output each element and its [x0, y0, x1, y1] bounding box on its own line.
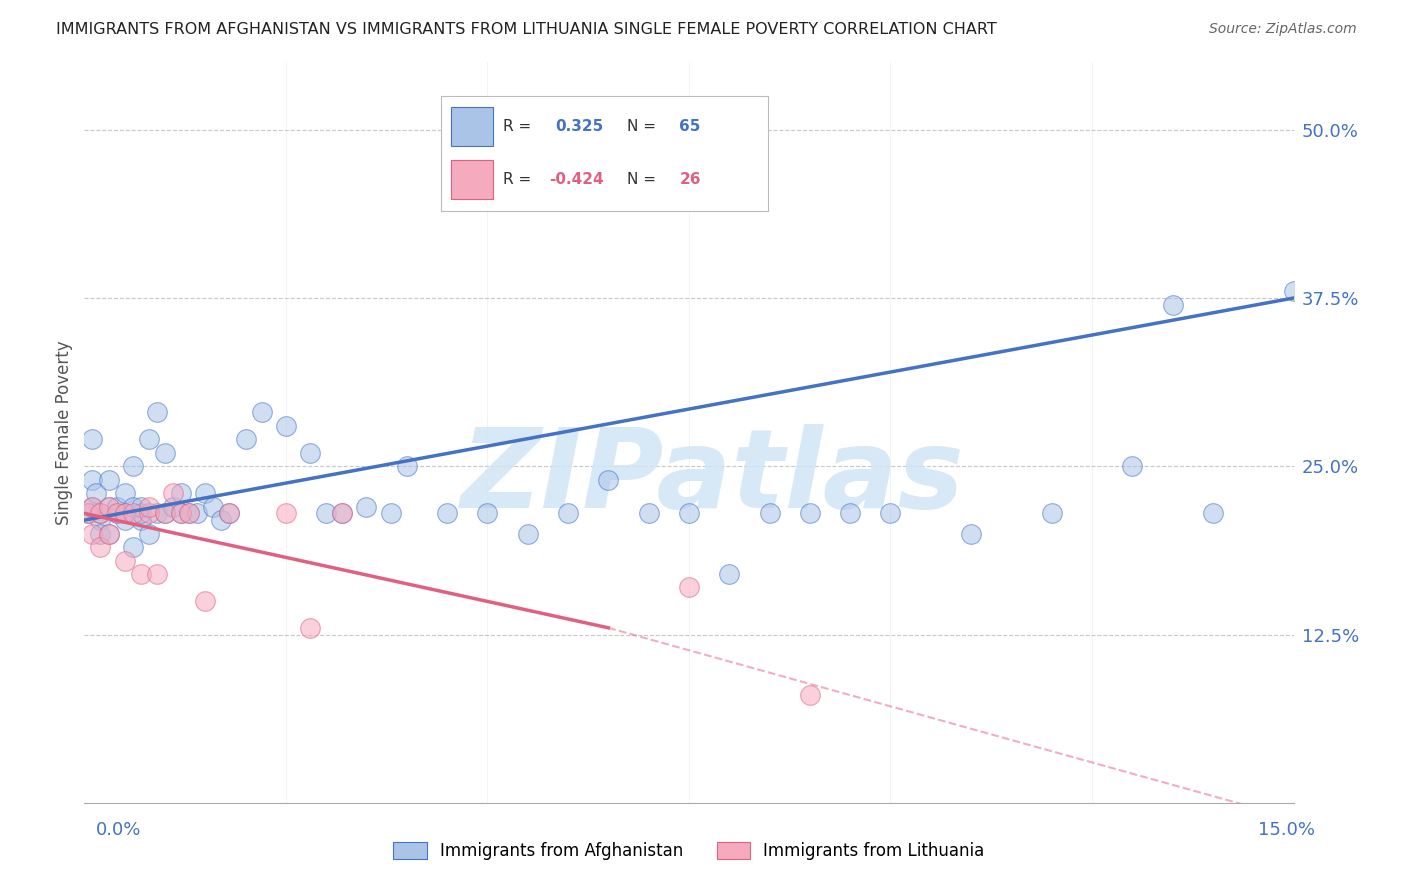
- Point: [718, 566, 741, 581]
- Point: [77, 507, 100, 521]
- Point: [477, 507, 499, 521]
- Point: [97, 473, 120, 487]
- Point: [758, 507, 780, 521]
- Point: [194, 594, 217, 608]
- Point: [209, 513, 232, 527]
- Point: [678, 581, 700, 595]
- Point: [1282, 285, 1305, 299]
- Point: [179, 507, 201, 521]
- Point: [202, 500, 225, 514]
- Point: [162, 486, 184, 500]
- Point: [153, 507, 176, 521]
- Point: [839, 507, 862, 521]
- Text: 0.0%: 0.0%: [96, 821, 141, 838]
- Point: [1202, 507, 1225, 521]
- Point: [153, 446, 176, 460]
- Point: [114, 553, 136, 567]
- Text: IMMIGRANTS FROM AFGHANISTAN VS IMMIGRANTS FROM LITHUANIA SINGLE FEMALE POVERTY C: IMMIGRANTS FROM AFGHANISTAN VS IMMIGRANT…: [56, 22, 997, 37]
- Point: [138, 500, 160, 514]
- Point: [89, 507, 111, 521]
- Point: [97, 526, 120, 541]
- Point: [799, 507, 821, 521]
- Point: [153, 507, 176, 521]
- Point: [121, 507, 143, 521]
- Point: [89, 526, 111, 541]
- Point: [678, 507, 700, 521]
- Point: [1040, 507, 1063, 521]
- Point: [82, 473, 104, 487]
- Point: [186, 507, 208, 521]
- Point: [89, 513, 111, 527]
- Point: [637, 507, 659, 521]
- Point: [129, 507, 152, 521]
- Point: [77, 507, 100, 521]
- Point: [89, 507, 111, 521]
- Point: [218, 507, 240, 521]
- Point: [97, 500, 120, 514]
- Point: [89, 540, 111, 554]
- Point: [1121, 459, 1143, 474]
- Point: [114, 507, 136, 521]
- Point: [170, 507, 193, 521]
- Point: [274, 418, 297, 433]
- Point: [114, 507, 136, 521]
- Point: [121, 459, 143, 474]
- Point: [129, 513, 152, 527]
- Point: [179, 507, 201, 521]
- Point: [129, 500, 152, 514]
- Point: [146, 405, 169, 419]
- Point: [218, 507, 240, 521]
- Point: [82, 500, 104, 514]
- Point: [436, 507, 458, 521]
- Point: [235, 433, 257, 447]
- Point: [170, 486, 193, 500]
- Point: [557, 507, 579, 521]
- Point: [114, 486, 136, 500]
- Point: [315, 507, 337, 521]
- Point: [97, 500, 120, 514]
- Text: Source: ZipAtlas.com: Source: ZipAtlas.com: [1209, 22, 1357, 37]
- Point: [82, 433, 104, 447]
- Point: [97, 526, 120, 541]
- Point: [516, 526, 538, 541]
- Point: [170, 507, 193, 521]
- Point: [395, 459, 418, 474]
- Point: [114, 513, 136, 527]
- Legend: Immigrants from Afghanistan, Immigrants from Lithuania: Immigrants from Afghanistan, Immigrants …: [385, 834, 993, 869]
- Point: [82, 526, 104, 541]
- Point: [194, 486, 217, 500]
- Point: [146, 566, 169, 581]
- Point: [598, 473, 620, 487]
- Text: 15.0%: 15.0%: [1257, 821, 1315, 838]
- Point: [105, 507, 128, 521]
- Point: [299, 621, 322, 635]
- Point: [299, 446, 322, 460]
- Text: ZIPatlas: ZIPatlas: [461, 424, 965, 531]
- Point: [82, 500, 104, 514]
- Point: [138, 507, 160, 521]
- Point: [138, 526, 160, 541]
- Point: [799, 688, 821, 702]
- Point: [105, 507, 128, 521]
- Point: [86, 486, 108, 500]
- Point: [460, 122, 482, 136]
- Point: [960, 526, 983, 541]
- Point: [879, 507, 901, 521]
- Point: [105, 500, 128, 514]
- Point: [1161, 298, 1184, 312]
- Point: [380, 507, 402, 521]
- Point: [162, 500, 184, 514]
- Point: [274, 507, 297, 521]
- Point: [330, 507, 353, 521]
- Point: [129, 566, 152, 581]
- Point: [146, 507, 169, 521]
- Point: [250, 405, 273, 419]
- Point: [121, 540, 143, 554]
- Point: [356, 500, 378, 514]
- Y-axis label: Single Female Poverty: Single Female Poverty: [55, 341, 73, 524]
- Point: [121, 500, 143, 514]
- Point: [330, 507, 353, 521]
- Point: [138, 433, 160, 447]
